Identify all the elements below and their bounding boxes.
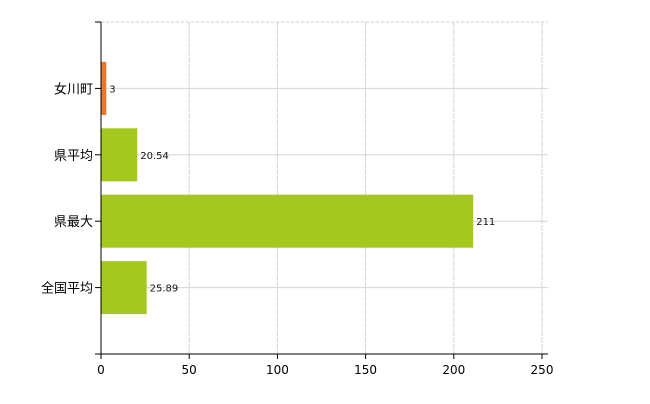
bar xyxy=(101,194,474,248)
data-label: 25.89 xyxy=(150,284,179,295)
data-label: 20.54 xyxy=(140,151,169,162)
bar xyxy=(101,261,147,315)
y-tick-label: 女川町 xyxy=(54,81,93,97)
data-label: 211 xyxy=(476,217,495,228)
y-tick-label: 県平均 xyxy=(54,149,93,164)
x-tick-label: 250 xyxy=(531,363,554,377)
bar xyxy=(101,61,107,115)
x-tick-label: 100 xyxy=(266,363,289,377)
bar xyxy=(101,128,138,182)
x-tick-label: 50 xyxy=(182,363,197,377)
x-tick-label: 200 xyxy=(442,363,465,377)
x-tick-label: 0 xyxy=(97,363,105,377)
x-tick-label: 150 xyxy=(354,363,377,377)
data-label: 3 xyxy=(109,84,115,95)
y-tick-label: 全国平均 xyxy=(41,281,93,297)
y-tick-label: 県最大 xyxy=(54,215,93,230)
